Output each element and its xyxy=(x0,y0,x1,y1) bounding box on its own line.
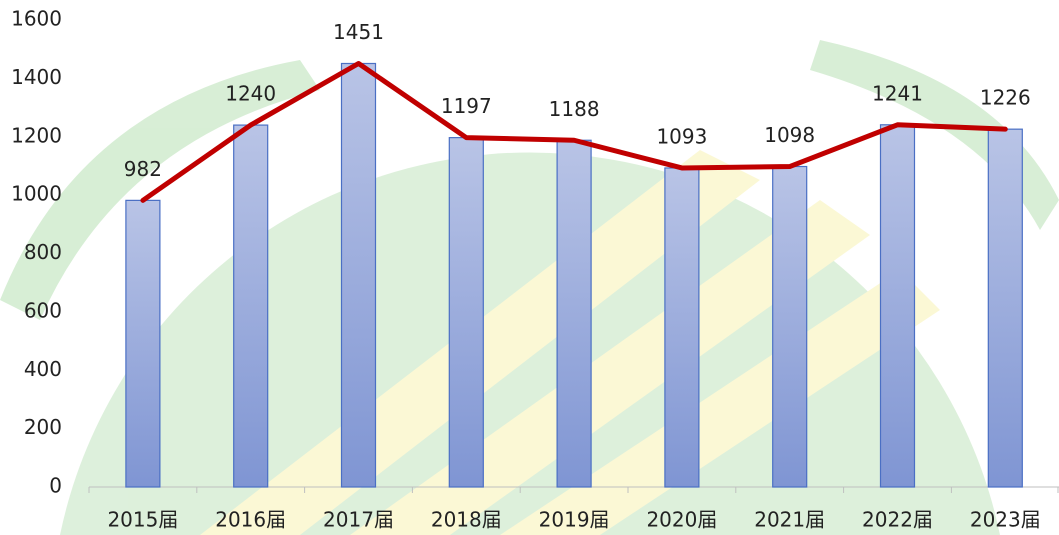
data-label: 1226 xyxy=(980,86,1031,110)
watermark xyxy=(0,40,1059,535)
bar xyxy=(556,139,592,488)
x-tick-label: 2016届 xyxy=(215,508,286,532)
bar xyxy=(987,128,1023,488)
data-label: 1098 xyxy=(764,123,815,147)
bar xyxy=(879,124,916,488)
y-tick-label: 1000 xyxy=(11,182,62,206)
bar xyxy=(340,62,377,488)
bar xyxy=(448,137,484,488)
x-tick-label: 2017届 xyxy=(323,508,394,532)
bar xyxy=(233,124,269,488)
data-label: 1240 xyxy=(225,82,276,106)
data-label: 1188 xyxy=(549,97,600,121)
bar xyxy=(772,165,808,488)
trend-line xyxy=(140,60,1008,203)
x-tick-label: 2023届 xyxy=(970,508,1041,532)
x-tick-label: 2015届 xyxy=(107,508,178,532)
y-tick-label: 1600 xyxy=(11,7,62,31)
x-tick-label: 2022届 xyxy=(862,508,933,532)
y-tick-label: 400 xyxy=(24,357,62,381)
y-tick-label: 0 xyxy=(49,474,62,498)
data-label: 1241 xyxy=(872,81,923,105)
x-tick-label: 2018届 xyxy=(431,508,502,532)
data-label: 982 xyxy=(124,157,162,181)
y-tick-label: 200 xyxy=(24,415,62,439)
data-label: 1451 xyxy=(333,20,384,44)
data-label: 1093 xyxy=(656,124,707,148)
x-tick-label: 2020届 xyxy=(646,508,717,532)
y-tick-label: 600 xyxy=(24,298,62,322)
y-tick-label: 800 xyxy=(24,240,62,264)
bar xyxy=(125,199,161,488)
x-tick-label: 2021届 xyxy=(754,508,825,532)
y-tick-label: 1200 xyxy=(11,123,62,147)
x-tick-label: 2019届 xyxy=(539,508,610,532)
bar xyxy=(664,167,700,488)
data-label: 1197 xyxy=(441,94,492,118)
y-tick-label: 1400 xyxy=(11,65,62,89)
